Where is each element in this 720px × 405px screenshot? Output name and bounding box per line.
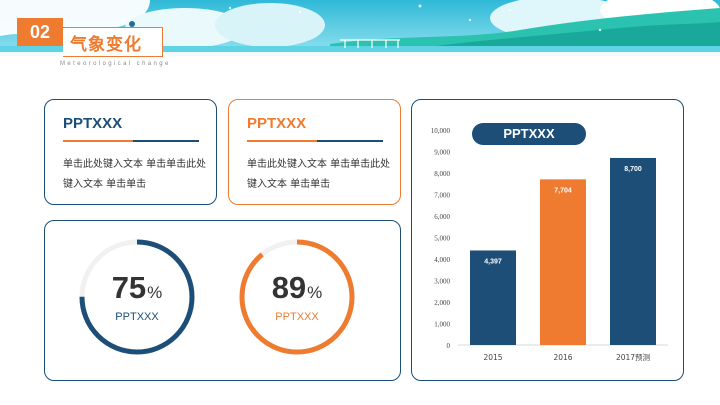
text-card-1-title: PPTXXX [63, 115, 123, 132]
chart-y-tick-label: 6,000 [434, 213, 450, 221]
chart-x-tick-label: 2016 [553, 353, 572, 362]
chart-bar [610, 157, 656, 345]
chart-y-tick-label: 3,000 [434, 278, 450, 286]
progress-ring-1-label: PPTXXX [115, 311, 159, 323]
section-title-frame [63, 27, 163, 57]
chart-y-tick-label: 2,000 [434, 299, 450, 307]
text-card-2-body: 单击此处键入文本 单击单击此处键入文本 单击单击 [247, 159, 391, 190]
progress-rings-card: 75% PPTXXX 89% PPTXXX [44, 220, 401, 381]
chart-bar [470, 250, 516, 345]
chart-data-label: 4,397 [484, 258, 502, 265]
text-card-1-divider [63, 140, 199, 142]
section-subtitle: Meteorological change [60, 61, 171, 67]
chart-y-tick-label: 4,000 [434, 256, 450, 264]
text-card-2-divider [247, 140, 383, 142]
chart-y-tick-label: 5,000 [434, 235, 450, 243]
chart-y-tick-label: 9,000 [434, 149, 450, 157]
chart-y-tick-label: 7,000 [434, 192, 450, 200]
chart-y-tick-label: 8,000 [434, 170, 450, 178]
text-card-2: PPTXXX 单击此处键入文本 单击单击此处键入文本 单击单击 [228, 99, 401, 205]
section-title: 气象变化 [70, 35, 142, 55]
progress-ring-2-arc [239, 239, 355, 355]
chart-title: PPTXXX [472, 123, 586, 145]
chart-y-tick-label: 0 [447, 342, 451, 350]
progress-ring-1-value: 75% [111, 270, 163, 305]
bar-chart-card: 0 1,000 2,000 3,000 4,000 5,000 6,000 7,000 8,00… [411, 99, 684, 381]
chart-x-tick-label: 2015 [483, 353, 502, 362]
section-number-badge: 02 [17, 18, 63, 46]
chart-y-tick-label: 10,000 [431, 127, 451, 135]
text-card-2-title: PPTXXX [247, 115, 307, 132]
bar-chart: 0 1,000 2,000 3,000 4,000 5,000 6,000 7,000 8,00… [431, 127, 668, 362]
progress-ring-1-arc [79, 239, 195, 355]
chart-y-tick-label: 1,000 [434, 321, 450, 329]
progress-ring-2: 89% PPTXXX [237, 237, 357, 357]
text-card-1-body: 单击此处键入文本 单击单击此处键入文本 单击单击 [63, 159, 207, 190]
chart-data-label: 8,700 [624, 166, 642, 173]
header-banner [0, 0, 720, 56]
banner-landscape-illustration [0, 0, 720, 56]
chart-bar [540, 179, 586, 345]
progress-ring-2-label: PPTXXX [275, 311, 319, 323]
chart-data-label: 7,704 [554, 187, 572, 194]
progress-ring-1: 75% PPTXXX [77, 237, 197, 357]
progress-ring-2-value: 89% [271, 270, 323, 305]
text-card-1: PPTXXX 单击此处键入文本 单击单击此处键入文本 单击单击 [44, 99, 217, 205]
chart-x-tick-label: 2017预测 [616, 352, 650, 362]
